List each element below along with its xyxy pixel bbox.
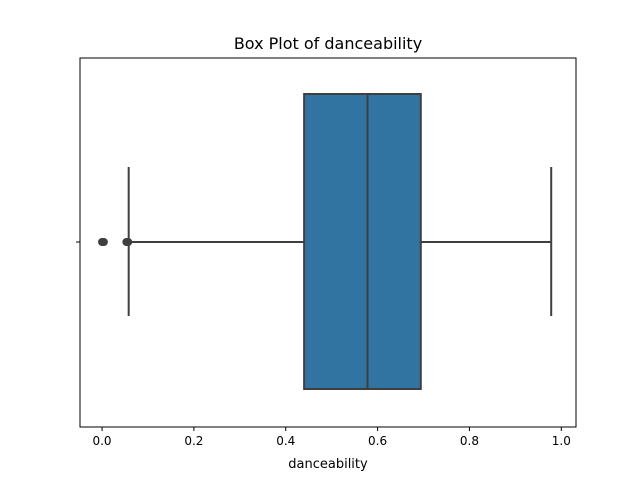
x-tick-label: 0.4: [276, 434, 295, 448]
x-axis-ticks: 0.0 0.2 0.4 0.6 0.8 1.0: [92, 427, 571, 448]
outlier-point: [124, 238, 133, 246]
axes-frame: [79, 57, 577, 428]
plot-area: [76, 93, 553, 390]
x-tick-label: 0.8: [460, 434, 479, 448]
chart-title: Box Plot of danceability: [234, 34, 422, 53]
x-tick-label: 1.0: [552, 434, 571, 448]
interquartile-box: [303, 93, 422, 390]
x-axis-label: danceability: [288, 457, 368, 472]
x-tick-label: 0.6: [368, 434, 387, 448]
x-tick-label: 0.2: [184, 434, 203, 448]
x-tick-label: 0.0: [92, 434, 111, 448]
outlier-point: [99, 238, 108, 246]
